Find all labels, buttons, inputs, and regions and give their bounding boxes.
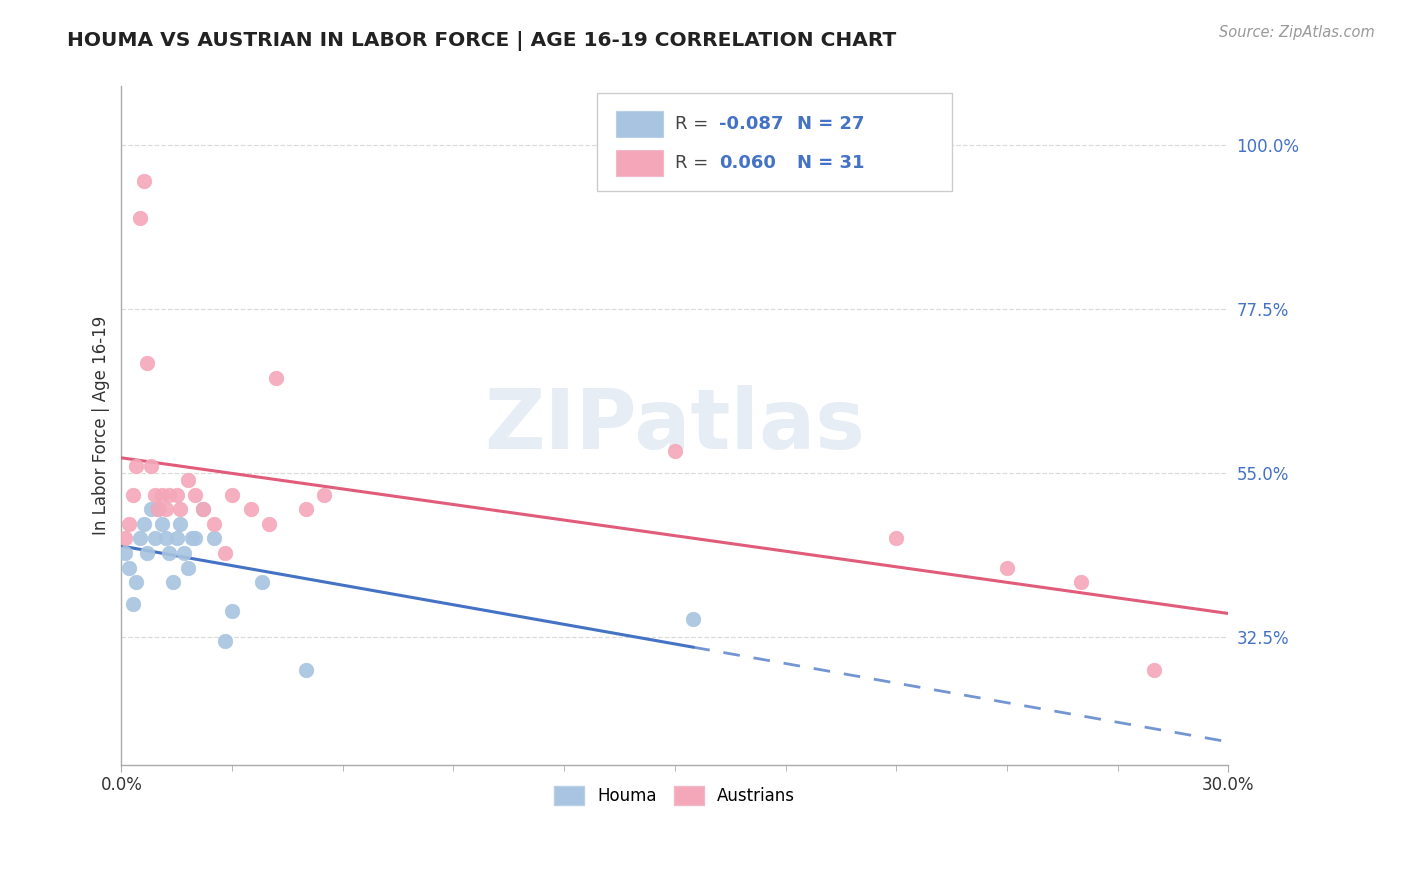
Point [128,211,150,225]
Point [295,663,318,677]
Point [173,546,195,560]
Point [136,546,159,560]
Point [148,502,170,516]
Point [184,532,207,546]
Point [169,502,191,516]
Text: 0.060: 0.060 [718,154,776,172]
Point [314,488,336,502]
Point [214,633,236,648]
Point [221,488,243,502]
Point [239,502,262,516]
Point [214,546,236,560]
Point [884,532,907,546]
Point [995,560,1018,574]
Point [664,444,686,458]
Point [157,488,180,502]
Point [191,502,214,516]
Point [121,488,143,502]
Point [150,488,173,502]
Point [177,473,200,487]
Point [125,458,148,473]
Point [184,488,207,502]
Point [221,604,243,618]
Point [148,502,170,516]
Point [139,502,162,516]
Point [125,575,148,590]
FancyBboxPatch shape [616,111,662,136]
Point [177,560,200,574]
Legend: Houma, Austrians: Houma, Austrians [546,778,804,814]
Point [150,516,173,531]
Point [143,488,166,502]
Point [295,502,318,516]
Point [202,532,225,546]
Point [169,516,191,531]
Point [155,532,177,546]
Point [202,516,225,531]
Point [118,516,141,531]
Point [114,546,136,560]
Text: Source: ZipAtlas.com: Source: ZipAtlas.com [1219,25,1375,40]
Text: R =: R = [675,154,714,172]
Point [155,502,177,516]
Point [682,612,704,626]
Text: R =: R = [675,115,714,133]
Text: ZIPatlas: ZIPatlas [484,385,865,466]
Y-axis label: In Labor Force | Age 16-19: In Labor Force | Age 16-19 [93,316,110,535]
Point [1143,663,1166,677]
Text: N = 31: N = 31 [797,154,865,172]
Point [143,532,166,546]
Point [136,356,159,370]
Point [257,516,280,531]
Point [121,597,143,611]
Text: -0.087: -0.087 [718,115,783,133]
Point [191,502,214,516]
Point [1070,575,1092,590]
Point [250,575,273,590]
Text: HOUMA VS AUSTRIAN IN LABOR FORCE | AGE 16-19 CORRELATION CHART: HOUMA VS AUSTRIAN IN LABOR FORCE | AGE 1… [67,31,897,51]
Point [166,488,188,502]
Point [132,516,155,531]
FancyBboxPatch shape [598,93,952,192]
Point [132,174,155,188]
Point [166,532,188,546]
Point [139,458,162,473]
Point [118,560,141,574]
Point [157,546,180,560]
FancyBboxPatch shape [616,150,662,176]
Text: N = 27: N = 27 [797,115,865,133]
Point [266,371,288,385]
Point [162,575,184,590]
Point [180,532,202,546]
Point [128,532,150,546]
Point [114,532,136,546]
